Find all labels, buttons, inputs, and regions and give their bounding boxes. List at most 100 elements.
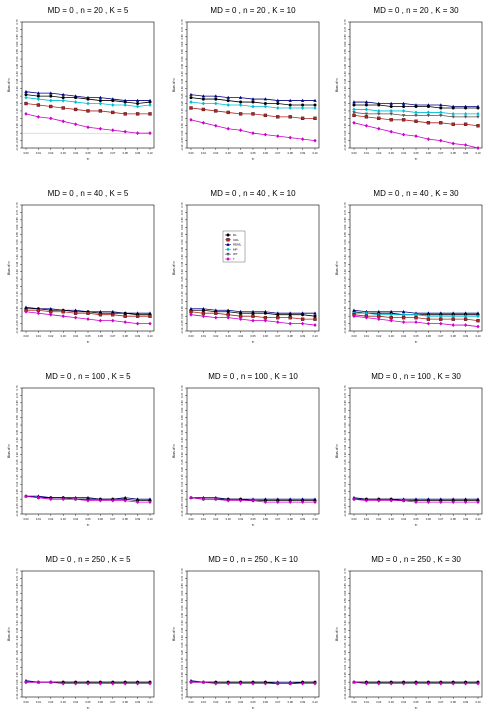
x-tick-label: 0.09 bbox=[300, 334, 306, 338]
data-point bbox=[86, 109, 90, 113]
x-tick-label: 0.05 bbox=[413, 151, 419, 155]
y-tick-label: 0.10 bbox=[15, 115, 19, 121]
y-tick-label: 0.40 bbox=[343, 254, 347, 260]
data-point bbox=[86, 311, 90, 315]
data-point bbox=[439, 138, 443, 143]
x-tick-label: 0.06 bbox=[263, 334, 269, 338]
panel-title: MD = 0 , n = 40 , K = 30 bbox=[373, 189, 459, 198]
data-point bbox=[313, 681, 317, 686]
data-point bbox=[61, 92, 65, 96]
data-point bbox=[251, 311, 255, 315]
y-tick-label: 0.45 bbox=[15, 429, 19, 435]
x-tick-label: 0.00 bbox=[351, 517, 357, 521]
y-axis-label: Bias of τ² bbox=[335, 443, 339, 458]
x-tick-label: 0.08 bbox=[123, 517, 129, 521]
panel-7: MD = 0 , n = 100 , K = 5−0.10−0.050.000.… bbox=[7, 372, 155, 527]
data-point bbox=[238, 103, 243, 107]
data-point bbox=[426, 500, 431, 505]
y-tick-label: 0.15 bbox=[343, 474, 347, 480]
data-point bbox=[300, 116, 305, 121]
data-point bbox=[414, 500, 418, 505]
data-point bbox=[426, 321, 431, 326]
data-point bbox=[288, 681, 292, 686]
data-point bbox=[352, 103, 356, 107]
y-tick-label: 0.55 bbox=[15, 232, 19, 238]
data-point bbox=[288, 321, 292, 326]
series-tau bbox=[24, 494, 152, 505]
x-tick-label: 0.03 bbox=[226, 334, 232, 338]
data-point bbox=[49, 116, 53, 121]
y-tick-label: 0.50 bbox=[180, 56, 184, 62]
y-tick-label: 0.15 bbox=[180, 657, 184, 663]
x-axis-label: τ² bbox=[87, 523, 90, 527]
data-point bbox=[389, 109, 393, 113]
x-tick-label: 0.04 bbox=[238, 517, 244, 521]
series-mp bbox=[189, 100, 317, 110]
data-point bbox=[463, 323, 468, 327]
series-tau bbox=[189, 495, 317, 505]
x-tick-label: 0.06 bbox=[98, 700, 104, 704]
data-point bbox=[123, 681, 127, 686]
data-point bbox=[414, 110, 418, 115]
x-tick-label: 0.09 bbox=[463, 334, 469, 338]
series-tau bbox=[24, 309, 152, 326]
data-point bbox=[24, 95, 28, 100]
data-point bbox=[251, 498, 255, 503]
x-tick-label: 0.10 bbox=[475, 151, 481, 155]
y-tick-label: 0.65 bbox=[180, 34, 184, 40]
data-point bbox=[86, 498, 90, 503]
data-point bbox=[352, 107, 356, 112]
y-tick-label: −0.05 bbox=[343, 686, 347, 693]
data-point bbox=[201, 497, 206, 502]
x-tick-label: 0.07 bbox=[275, 700, 281, 704]
data-point bbox=[214, 94, 218, 98]
y-tick-label: 0.15 bbox=[180, 108, 184, 114]
data-point bbox=[426, 121, 431, 125]
data-point bbox=[389, 112, 393, 116]
data-point bbox=[377, 116, 381, 121]
data-point bbox=[476, 146, 480, 150]
y-tick-label: 0.10 bbox=[180, 115, 184, 121]
data-point bbox=[463, 115, 468, 119]
x-tick-label: 0.06 bbox=[263, 517, 269, 521]
data-point bbox=[24, 680, 28, 685]
y-tick-label: 0.35 bbox=[180, 261, 184, 267]
y-tick-label: −0.05 bbox=[15, 503, 19, 510]
data-point bbox=[189, 106, 193, 110]
x-tick-label: 0.06 bbox=[426, 334, 432, 338]
y-tick-label: 0.00 bbox=[180, 496, 184, 502]
x-tick-label: 0.09 bbox=[463, 151, 469, 155]
data-point bbox=[313, 314, 317, 318]
data-point bbox=[439, 314, 443, 319]
legend-marker bbox=[226, 252, 230, 256]
x-tick-label: 0.09 bbox=[135, 151, 141, 155]
x-tick-label: 0.04 bbox=[73, 151, 79, 155]
data-point bbox=[364, 498, 369, 503]
y-axis-label: Bias of τ² bbox=[172, 77, 176, 92]
series-line bbox=[25, 113, 150, 134]
x-tick-label: 0.08 bbox=[123, 700, 129, 704]
y-tick-label: 0.25 bbox=[15, 459, 19, 465]
y-tick-label: 0.00 bbox=[180, 313, 184, 319]
y-tick-label: −0.10 bbox=[15, 510, 19, 517]
data-point bbox=[226, 313, 230, 317]
y-tick-label: 0.35 bbox=[15, 261, 19, 267]
y-tick-label: 0.65 bbox=[180, 217, 184, 223]
y-tick-label: 0.35 bbox=[343, 78, 347, 84]
data-point bbox=[148, 321, 152, 326]
y-tick-label: 0.20 bbox=[180, 100, 184, 106]
data-point bbox=[364, 315, 369, 320]
data-point bbox=[451, 115, 455, 119]
data-point bbox=[226, 95, 230, 99]
data-point bbox=[73, 100, 78, 104]
y-tick-label: 0.20 bbox=[343, 466, 347, 472]
panel-4: MD = 0 , n = 40 , K = 5−0.10−0.050.000.0… bbox=[7, 189, 155, 344]
data-point bbox=[214, 315, 218, 320]
y-tick-label: 0.40 bbox=[343, 71, 347, 77]
x-tick-label: 0.10 bbox=[147, 517, 153, 521]
plot-frame bbox=[21, 570, 155, 698]
y-tick-label: 0.40 bbox=[15, 437, 19, 443]
data-point bbox=[123, 320, 127, 325]
legend-label: CDL bbox=[233, 238, 239, 242]
y-axis-label: Bias of τ² bbox=[172, 443, 176, 458]
